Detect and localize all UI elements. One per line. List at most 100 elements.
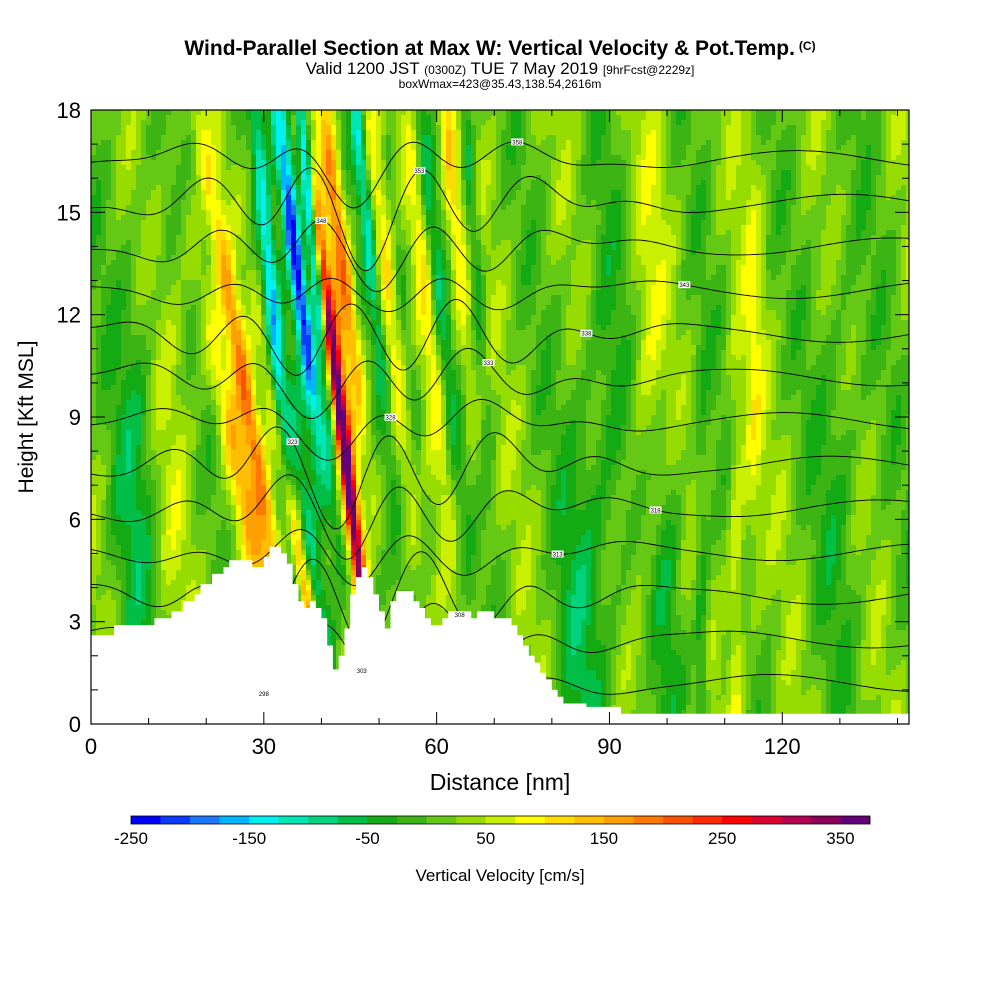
field-cell <box>181 110 187 116</box>
field-cell <box>831 115 837 121</box>
field-cell <box>851 205 857 211</box>
field-cell <box>141 210 147 216</box>
field-cell <box>501 220 507 226</box>
field-cell <box>236 250 242 256</box>
field-cell <box>676 185 682 191</box>
field-cell <box>396 165 402 171</box>
field-cell <box>256 140 262 146</box>
field-cell <box>601 155 607 161</box>
field-cell <box>796 180 802 186</box>
field-cell <box>311 245 317 251</box>
field-cell <box>466 125 472 131</box>
field-cell <box>186 215 192 221</box>
field-cell <box>526 185 532 191</box>
field-cell <box>786 170 792 176</box>
field-cell <box>146 120 152 126</box>
field-cell <box>241 235 247 241</box>
field-cell <box>506 205 512 211</box>
field-cell <box>171 210 177 216</box>
field-cell <box>846 230 852 236</box>
field-cell <box>221 120 227 126</box>
field-cell <box>121 250 127 256</box>
field-cell <box>396 170 402 176</box>
field-cell <box>446 195 452 201</box>
field-cell <box>261 150 267 156</box>
field-cell <box>521 190 527 196</box>
field-cell <box>331 130 337 136</box>
field-cell <box>556 225 562 231</box>
field-cell <box>141 115 147 121</box>
field-cell <box>471 245 477 251</box>
field-cell <box>451 150 457 156</box>
field-cell <box>216 125 222 131</box>
field-cell <box>101 195 107 201</box>
field-cell <box>476 145 482 151</box>
field-cell <box>496 185 502 191</box>
field-cell <box>511 135 517 141</box>
field-cell <box>576 185 582 191</box>
field-cell <box>266 180 272 186</box>
field-cell <box>371 115 377 121</box>
field-cell <box>646 115 652 121</box>
field-cell <box>886 125 892 131</box>
field-cell <box>891 255 897 261</box>
field-cell <box>306 195 312 201</box>
field-cell <box>871 185 877 191</box>
field-cell <box>716 120 722 126</box>
field-cell <box>806 125 812 131</box>
field-cell <box>441 120 447 126</box>
field-cell <box>441 140 447 146</box>
field-cell <box>711 120 717 126</box>
field-cell <box>576 170 582 176</box>
field-cell <box>816 160 822 166</box>
field-cell <box>526 160 532 166</box>
field-cell <box>201 140 207 146</box>
field-cell <box>306 145 312 151</box>
field-cell <box>421 255 427 261</box>
field-cell <box>791 170 797 176</box>
field-cell <box>291 140 297 146</box>
field-cell <box>441 125 447 131</box>
field-cell <box>286 255 292 261</box>
field-cell <box>326 195 332 201</box>
field-cell <box>401 240 407 246</box>
field-cell <box>821 160 827 166</box>
field-cell <box>136 210 142 216</box>
field-cell <box>451 180 457 186</box>
field-cell <box>576 205 582 211</box>
field-cell <box>821 150 827 156</box>
field-cell <box>751 250 757 256</box>
field-cell <box>741 110 747 116</box>
field-cell <box>861 135 867 141</box>
field-cell <box>311 260 317 266</box>
field-cell <box>901 130 907 136</box>
field-cell <box>251 110 257 116</box>
field-cell <box>336 155 342 161</box>
field-cell <box>376 240 382 246</box>
field-cell <box>691 120 697 126</box>
field-cell <box>121 115 127 121</box>
field-cell <box>246 150 252 156</box>
field-cell <box>576 140 582 146</box>
field-cell <box>791 185 797 191</box>
field-cell <box>411 180 417 186</box>
field-cell <box>781 230 787 236</box>
field-cell <box>276 160 282 166</box>
field-cell <box>291 225 297 231</box>
field-cell <box>791 160 797 166</box>
field-cell <box>656 150 662 156</box>
field-cell <box>301 110 307 116</box>
field-cell <box>101 250 107 256</box>
field-cell <box>231 205 237 211</box>
field-cell <box>201 225 207 231</box>
field-cell <box>111 245 117 251</box>
field-cell <box>241 110 247 116</box>
field-cell <box>531 205 537 211</box>
field-cell <box>431 140 437 146</box>
field-cell <box>396 130 402 136</box>
field-cell <box>351 115 357 121</box>
field-cell <box>431 200 437 206</box>
field-cell <box>591 140 597 146</box>
field-cell <box>371 150 377 156</box>
field-cell <box>531 215 537 221</box>
